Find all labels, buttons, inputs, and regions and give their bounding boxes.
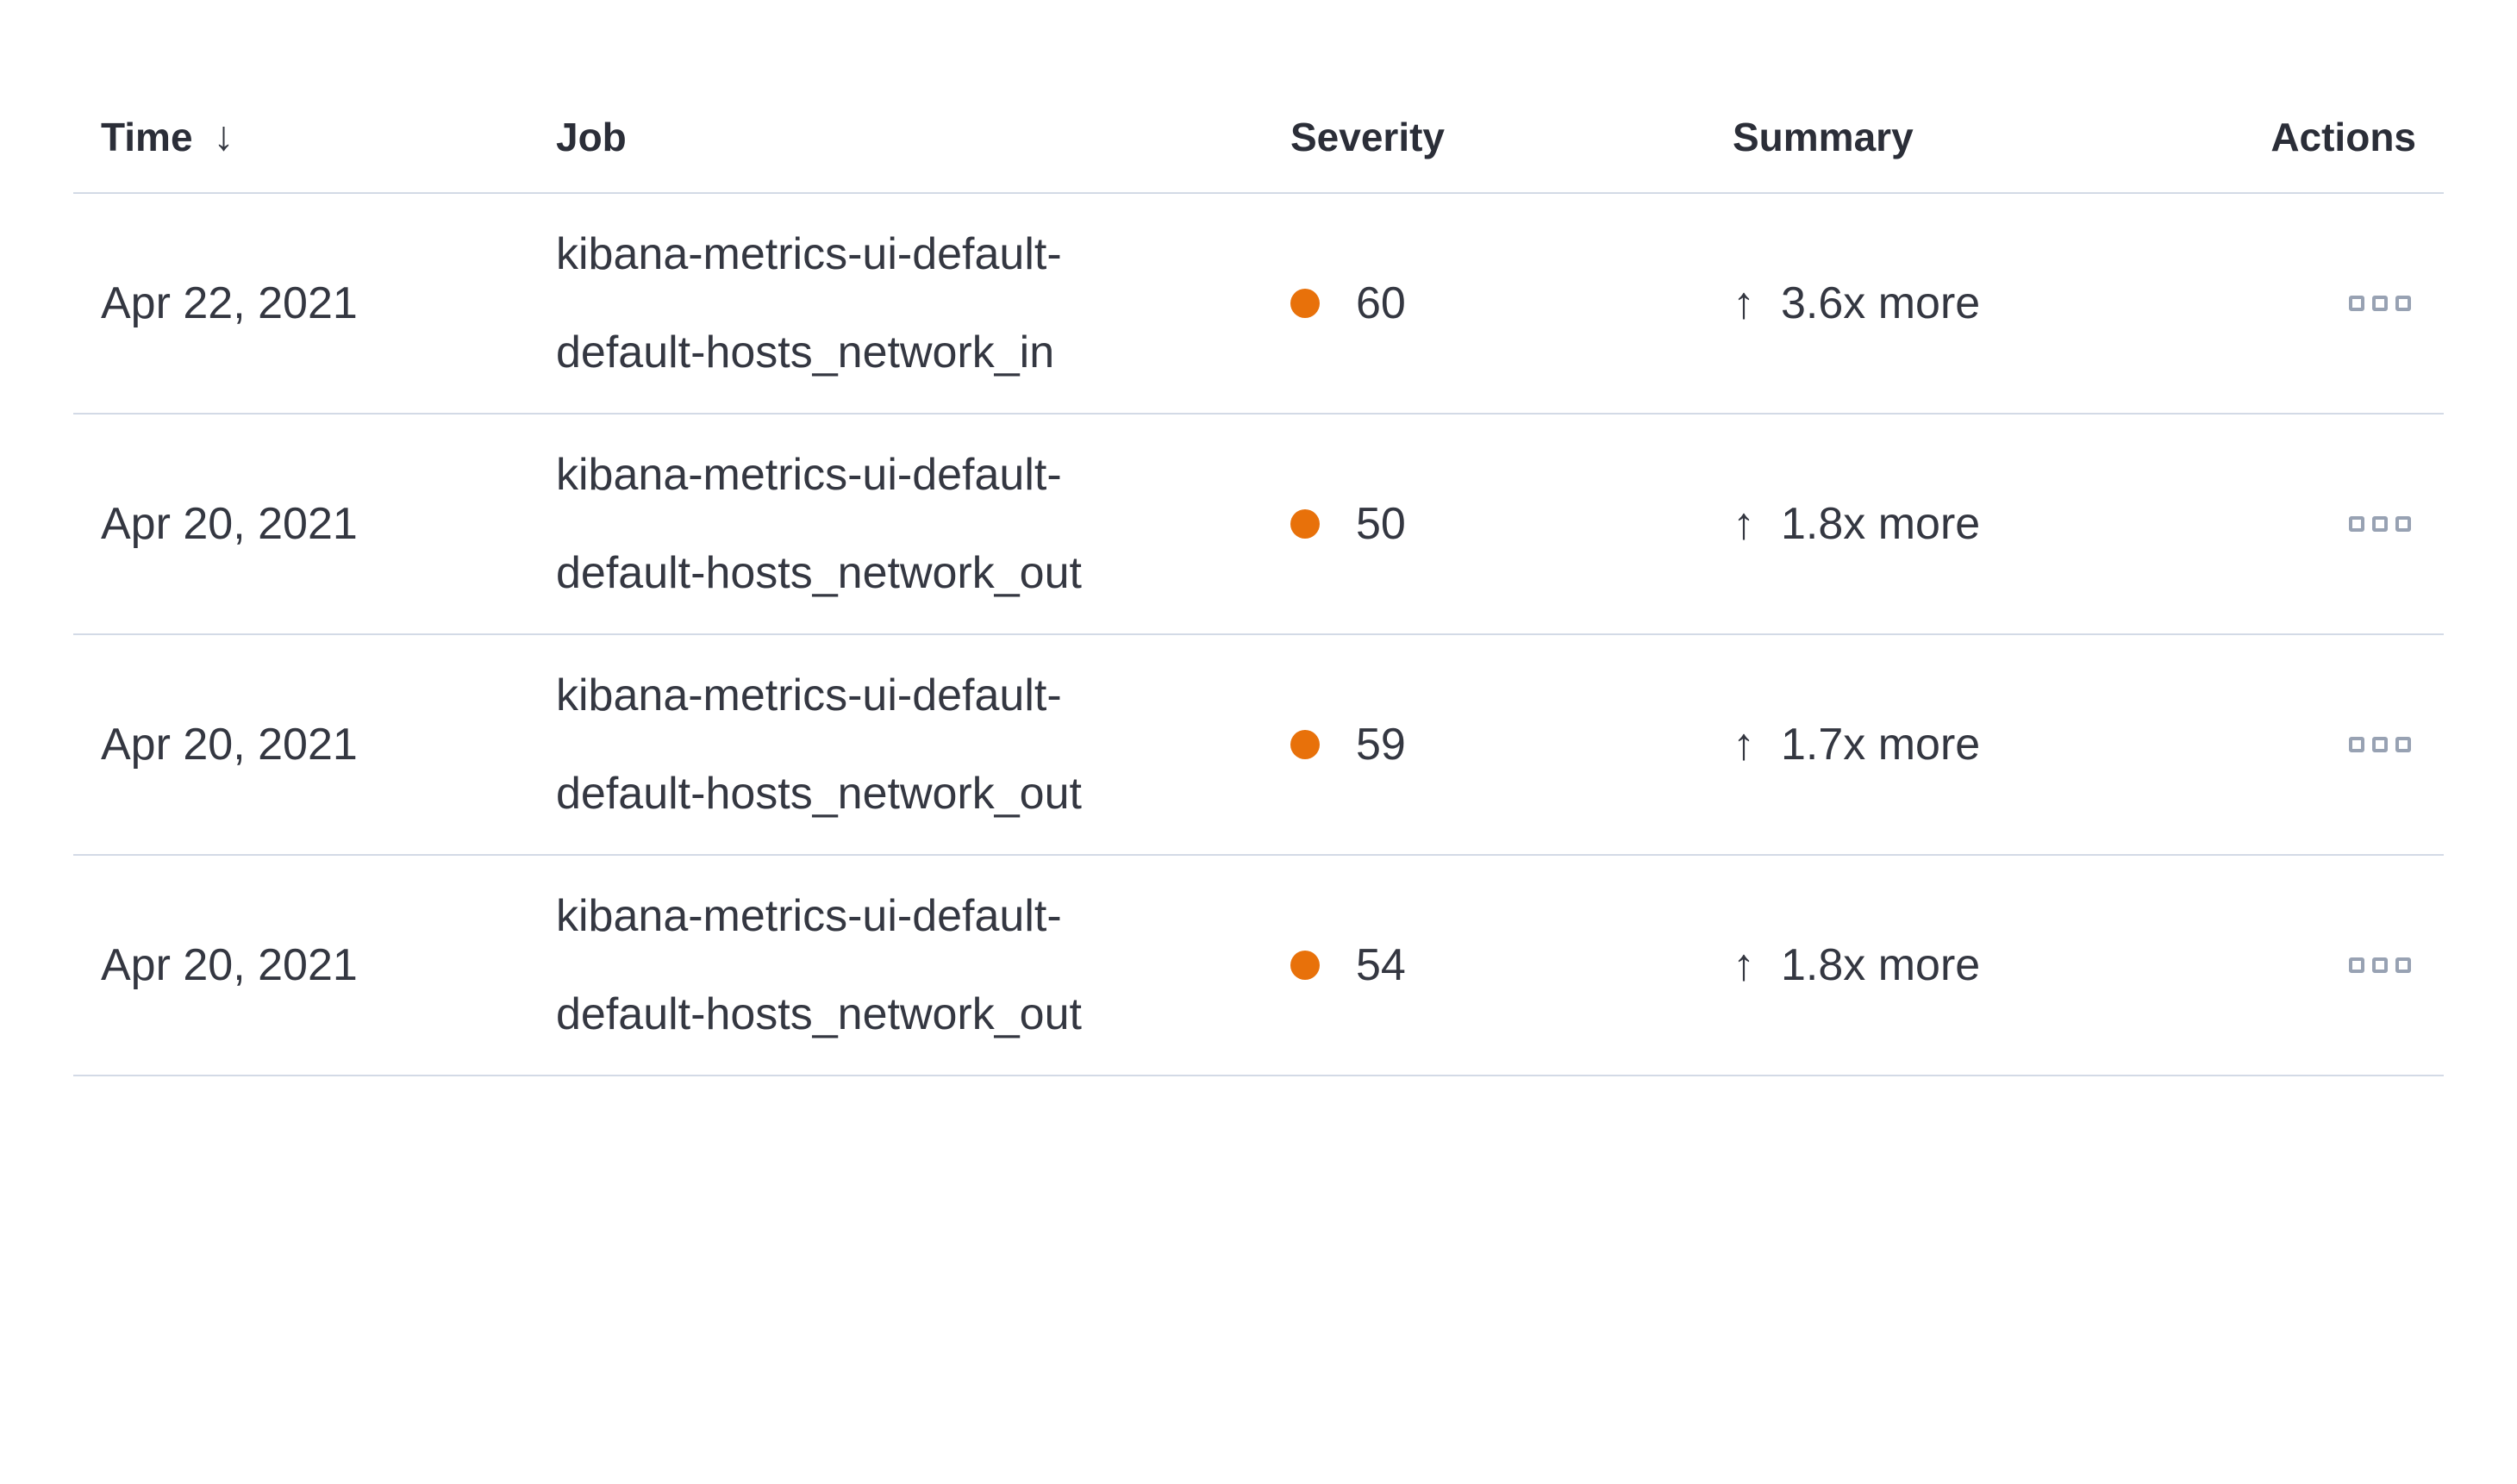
severity-score: 60 [1356, 277, 1406, 328]
boxes-horizontal-icon [2395, 516, 2411, 532]
boxes-horizontal-icon [2395, 296, 2411, 311]
arrow-up-icon: ↑ [1733, 277, 1755, 328]
sort-desc-icon: ↓ [213, 114, 234, 159]
boxes-horizontal-icon [2372, 516, 2388, 532]
summary-text: 1.8x more [1781, 939, 1981, 990]
summary-text: 3.6x more [1781, 277, 1981, 328]
column-header-actions-label: Actions [2270, 115, 2416, 159]
column-header-severity-label: Severity [1290, 115, 1446, 159]
summary-text: 1.7x more [1781, 719, 1981, 770]
arrow-up-icon: ↑ [1733, 939, 1755, 990]
summary-cell: ↑ 1.8x more [1705, 497, 2185, 551]
severity-dot-icon [1290, 508, 1320, 539]
severity-score: 59 [1356, 719, 1406, 770]
table-row: Apr 20, 2021 kibana-metrics-ui-default-d… [73, 635, 2444, 856]
table-row: Apr 20, 2021 kibana-metrics-ui-default-d… [73, 856, 2444, 1076]
summary-cell: ↑ 3.6x more [1705, 277, 2185, 330]
column-header-time[interactable]: Time ↓ [73, 114, 528, 160]
row-actions-button[interactable] [2344, 290, 2416, 316]
severity-dot-icon [1290, 729, 1320, 759]
boxes-horizontal-icon [2372, 737, 2388, 752]
row-actions-button[interactable] [2344, 511, 2416, 537]
arrow-up-icon: ↑ [1733, 719, 1755, 770]
actions-cell [2185, 290, 2444, 316]
boxes-horizontal-icon [2372, 957, 2388, 973]
summary-cell: ↑ 1.7x more [1705, 718, 2185, 771]
table-header-row: Time ↓ Job Severity Summary Actions [73, 82, 2444, 194]
anomalies-table: Time ↓ Job Severity Summary Actions Apr … [73, 82, 2444, 1076]
column-header-job[interactable]: Job [528, 114, 1263, 160]
severity-score: 50 [1356, 498, 1406, 549]
time-cell: Apr 22, 2021 [101, 277, 358, 328]
severity-cell: 60 [1263, 277, 1705, 330]
boxes-horizontal-icon [2349, 516, 2364, 532]
actions-cell [2185, 952, 2444, 978]
job-cell: kibana-metrics-ui-default-default-hosts_… [528, 867, 1263, 1063]
boxes-horizontal-icon [2372, 296, 2388, 311]
severity-cell: 50 [1263, 497, 1705, 551]
column-header-job-label: Job [556, 115, 627, 159]
time-cell: Apr 20, 2021 [101, 498, 358, 549]
row-actions-button[interactable] [2344, 952, 2416, 978]
job-name: kibana-metrics-ui-default-default-hosts_… [556, 670, 1082, 819]
table-row: Apr 20, 2021 kibana-metrics-ui-default-d… [73, 415, 2444, 635]
job-cell: kibana-metrics-ui-default-default-hosts_… [528, 426, 1263, 622]
severity-dot-icon [1290, 950, 1320, 980]
table-body: Apr 22, 2021 kibana-metrics-ui-default-d… [73, 194, 2444, 1076]
job-cell: kibana-metrics-ui-default-default-hosts_… [528, 205, 1263, 402]
severity-cell: 54 [1263, 938, 1705, 992]
row-actions-button[interactable] [2344, 732, 2416, 758]
summary-cell: ↑ 1.8x more [1705, 938, 2185, 992]
severity-score: 54 [1356, 939, 1406, 990]
column-header-summary-label: Summary [1733, 115, 1914, 159]
severity-dot-icon [1290, 288, 1320, 318]
time-cell: Apr 20, 2021 [101, 939, 358, 990]
severity-cell: 59 [1263, 718, 1705, 771]
summary-text: 1.8x more [1781, 498, 1981, 549]
job-name: kibana-metrics-ui-default-default-hosts_… [556, 450, 1082, 598]
actions-cell [2185, 511, 2444, 537]
column-header-summary[interactable]: Summary [1705, 114, 2185, 160]
boxes-horizontal-icon [2395, 957, 2411, 973]
job-cell: kibana-metrics-ui-default-default-hosts_… [528, 646, 1263, 843]
column-header-severity[interactable]: Severity [1263, 114, 1705, 160]
job-name: kibana-metrics-ui-default-default-hosts_… [556, 229, 1062, 377]
boxes-horizontal-icon [2349, 957, 2364, 973]
table-row: Apr 22, 2021 kibana-metrics-ui-default-d… [73, 194, 2444, 415]
time-cell: Apr 20, 2021 [101, 719, 358, 770]
actions-cell [2185, 732, 2444, 758]
column-header-actions: Actions [2185, 114, 2444, 160]
boxes-horizontal-icon [2349, 737, 2364, 752]
job-name: kibana-metrics-ui-default-default-hosts_… [556, 891, 1082, 1039]
arrow-up-icon: ↑ [1733, 498, 1755, 549]
boxes-horizontal-icon [2395, 737, 2411, 752]
column-header-time-label: Time [101, 115, 193, 159]
boxes-horizontal-icon [2349, 296, 2364, 311]
